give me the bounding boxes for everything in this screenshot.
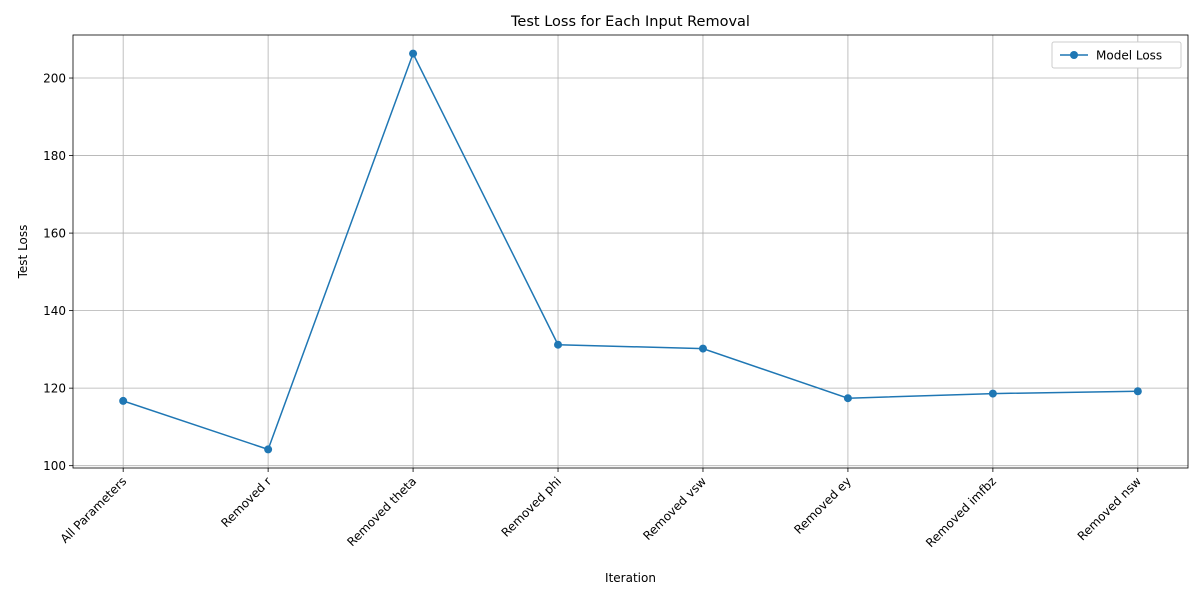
x-axis-label: Iteration [605, 571, 656, 585]
legend: Model Loss [1051, 41, 1182, 69]
legend-marker-model-loss [1070, 51, 1078, 59]
y-tick-label-120: 120 [43, 382, 66, 396]
y-tick-label-180: 180 [43, 149, 66, 163]
legend-box [1051, 41, 1182, 69]
y-axis-ticks: 100 120 140 160 180 200 [43, 72, 73, 473]
data-point-removed-theta [409, 49, 418, 58]
data-point-removed-ey [843, 394, 852, 403]
plot-frame [72, 34, 1189, 469]
data-point-removed-phi [554, 340, 563, 349]
data-point-removed-vsw [698, 344, 707, 353]
grid [73, 35, 1188, 468]
data-point-removed-imfbz [988, 389, 997, 398]
legend-label-model-loss: Model Loss [1096, 49, 1162, 63]
series-line-model-loss [122, 51, 1138, 451]
y-tick-label-100: 100 [43, 459, 66, 473]
y-tick-label-160: 160 [43, 227, 66, 241]
chart-title: Test Loss for Each Input Removal [510, 14, 750, 30]
series-layer [119, 49, 1142, 454]
y-tick-label-140: 140 [43, 304, 66, 318]
data-point-removed-r [264, 445, 273, 454]
y-tick-label-200: 200 [43, 72, 66, 86]
data-point-all-parameters [119, 396, 128, 405]
data-point-removed-nsw [1133, 387, 1142, 396]
y-axis-label: Test Loss [16, 225, 30, 280]
